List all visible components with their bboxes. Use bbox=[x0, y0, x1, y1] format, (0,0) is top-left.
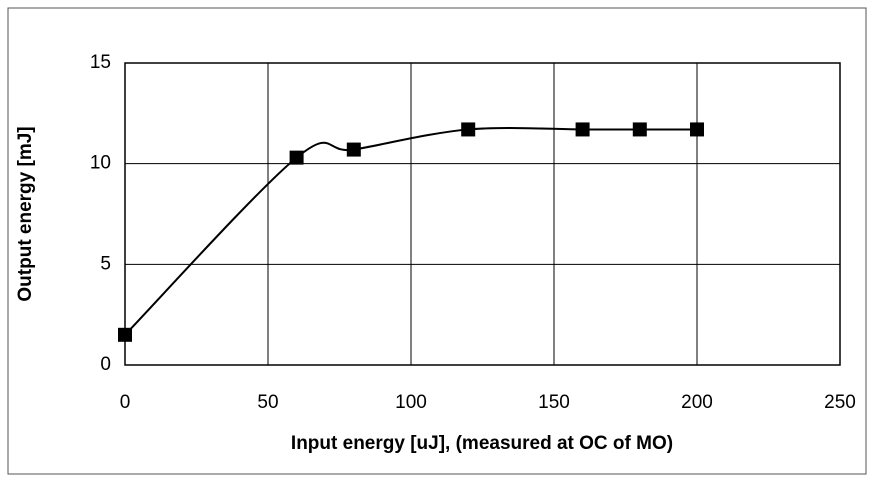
y-tick-label: 5 bbox=[100, 253, 111, 274]
x-tick-label: 200 bbox=[681, 392, 713, 413]
y-axis-label: Output energy [mJ] bbox=[15, 126, 36, 301]
x-tick-label: 100 bbox=[395, 392, 427, 413]
data-point bbox=[632, 122, 647, 137]
x-axis-label: Input energy [uJ], (measured at OC of MO… bbox=[291, 433, 673, 454]
y-tick-label: 15 bbox=[90, 52, 111, 73]
x-tick-label: 250 bbox=[824, 392, 856, 413]
x-tick-label: 50 bbox=[257, 392, 278, 413]
data-point bbox=[118, 327, 132, 342]
x-tick-label: 0 bbox=[120, 392, 131, 413]
chart-frame bbox=[7, 7, 867, 475]
plot-area-border bbox=[124, 62, 841, 366]
y-tick-label: 0 bbox=[100, 354, 111, 375]
y-tick-label: 10 bbox=[90, 153, 111, 174]
x-tick-label: 150 bbox=[538, 392, 570, 413]
data-line bbox=[124, 126, 697, 336]
data-point bbox=[461, 122, 476, 137]
data-point bbox=[289, 150, 304, 165]
data-point bbox=[690, 122, 704, 137]
data-point bbox=[575, 122, 590, 137]
data-point bbox=[346, 142, 361, 157]
